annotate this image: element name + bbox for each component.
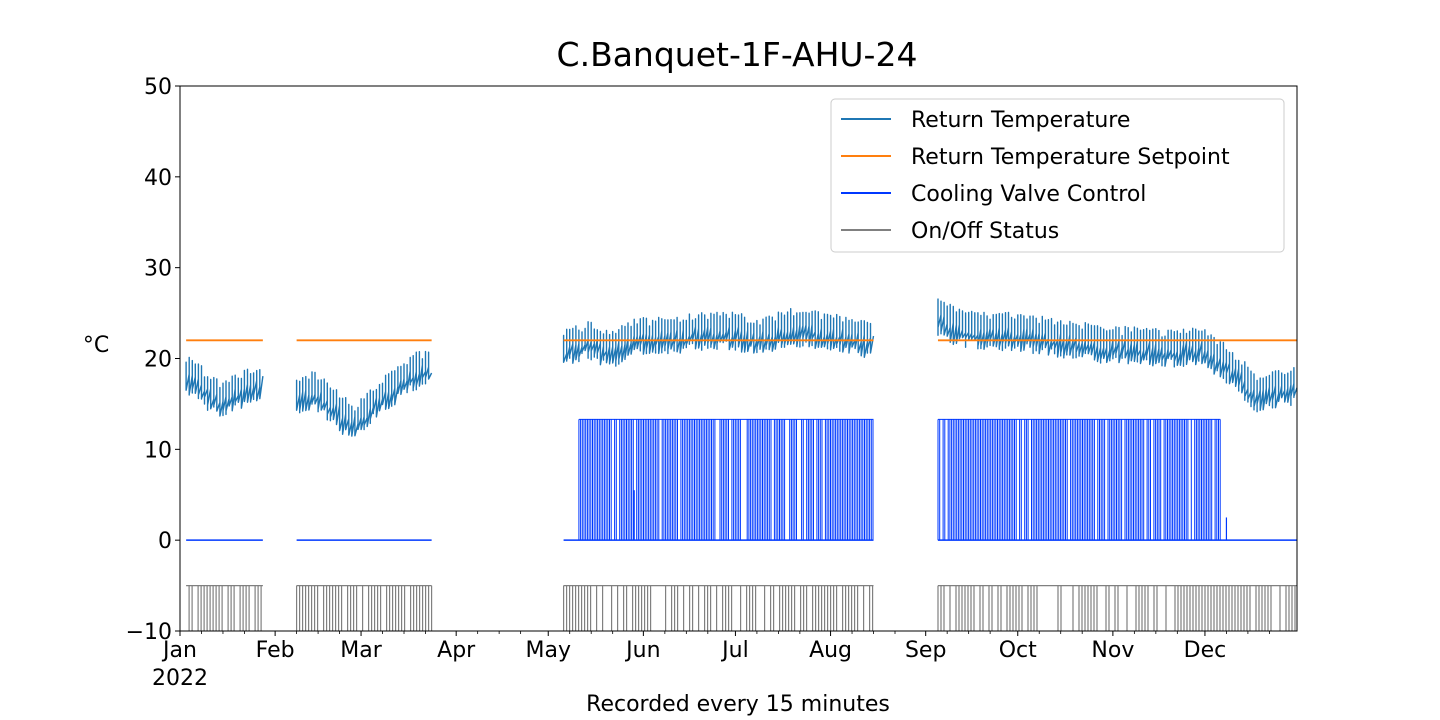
x-tick-label: Oct [999, 638, 1037, 663]
legend-label: Cooling Valve Control [911, 182, 1146, 207]
return-temp-trace-2 [295, 350, 433, 437]
y-tick-label: −10 [126, 620, 172, 645]
return-temp-trace-3 [562, 308, 875, 367]
x-tick-label: Mar [340, 638, 382, 663]
x-axis: Jan 2022 Feb Mar Apr May Jun Jul Aug Sep Oct Nov Dec [152, 631, 1270, 691]
x-tick-sublabel: 2022 [152, 666, 208, 691]
x-tick-label: May [525, 638, 570, 663]
x-axis-label: Recorded every 15 minutes [586, 692, 890, 717]
x-tick-label: Nov [1091, 638, 1134, 663]
legend-label: On/Off Status [911, 219, 1059, 244]
x-tick-label: Sep [905, 638, 946, 663]
x-tick-label: Jan [161, 638, 197, 663]
legend-label: Return Temperature Setpoint [911, 145, 1230, 170]
status-trace-1 [186, 585, 263, 631]
y-tick-label: 20 [144, 348, 172, 373]
y-tick-label: 0 [158, 529, 172, 554]
y-axis: −10 0 10 20 30 40 50 [126, 75, 180, 645]
x-tick-label: Dec [1184, 638, 1227, 663]
x-tick-label: Feb [256, 638, 295, 663]
x-tick-label: Jun [624, 638, 660, 663]
y-tick-label: 30 [144, 257, 172, 282]
y-tick-label: 40 [144, 166, 172, 191]
valve-trace-2 [937, 418, 1221, 541]
legend: Return Temperature Return Temperature Set… [830, 98, 1285, 253]
legend-label: Return Temperature [911, 108, 1130, 133]
y-tick-label: 50 [144, 75, 172, 100]
return-temp-trace-1 [185, 356, 264, 417]
chart-title: C.Banquet-1F-AHU-24 [557, 35, 918, 74]
x-tick-label: Aug [809, 638, 852, 663]
legend-box [830, 98, 1285, 253]
status-trace-2 [296, 585, 433, 631]
y-axis-label: °C [83, 333, 109, 358]
y-tick-label: 10 [144, 438, 172, 463]
plot-area [185, 298, 1298, 631]
status-trace-4 [937, 585, 1297, 631]
status-trace-3 [563, 585, 874, 631]
valve-trace-1 [578, 418, 874, 541]
return-temp-trace-4 [937, 298, 1298, 413]
x-tick-label: Jul [720, 638, 749, 663]
x-tick-label: Apr [437, 638, 476, 663]
